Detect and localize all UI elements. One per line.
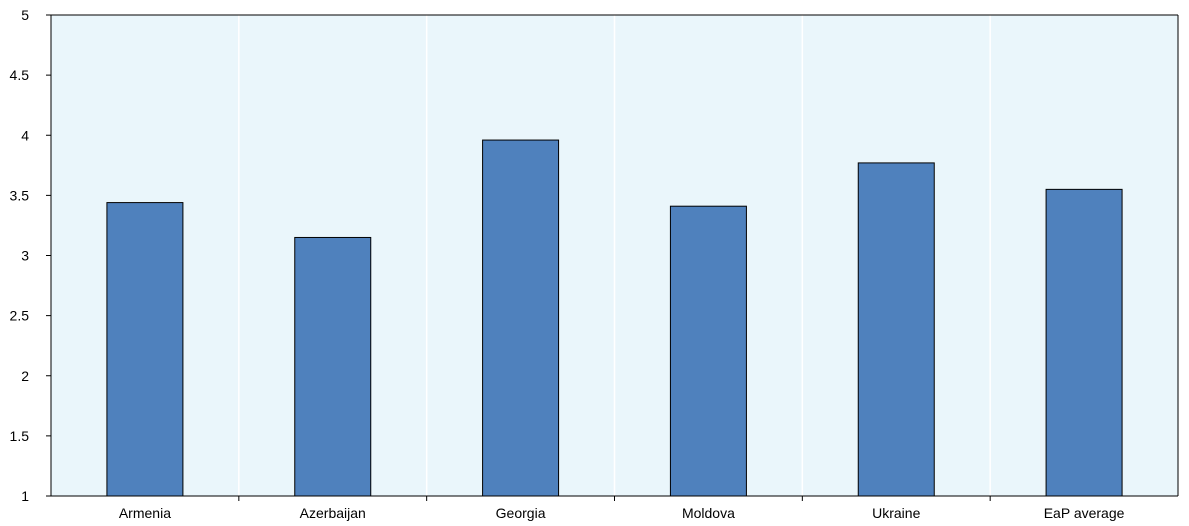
x-tick-label: Ukraine (872, 505, 920, 521)
y-tick-label: 1.5 (10, 428, 30, 444)
x-tick-label: Armenia (119, 505, 171, 521)
x-tick-label: Georgia (496, 505, 546, 521)
x-tick-label: EaP average (1044, 505, 1125, 521)
y-tick-label: 5 (21, 7, 29, 23)
bar-eap-average (1045, 188, 1123, 497)
y-tick-labels: 1 1.5 2 2.5 3 3.5 4 4.5 5 (10, 7, 51, 504)
y-tick-label: 3.5 (10, 187, 30, 203)
y-tick-label: 4.5 (10, 67, 30, 83)
gridlines (238, 15, 991, 496)
y-tick-label: 4 (21, 127, 29, 143)
bar-ukraine (857, 162, 935, 497)
bar-azerbaijan (294, 236, 372, 497)
x-tick-label: Moldova (682, 505, 735, 521)
y-tick-label: 1 (21, 488, 29, 504)
bars (106, 139, 1123, 497)
bar-georgia (482, 139, 560, 497)
bar-armenia (106, 202, 184, 497)
y-tick-label: 2.5 (10, 308, 30, 324)
x-tick-label: Azerbaijan (300, 505, 366, 521)
y-tick-label: 3 (21, 248, 29, 264)
bar-moldova (669, 205, 747, 497)
y-tick-label: 2 (21, 368, 29, 384)
x-tick-labels: Armenia Azerbaijan Georgia Moldova Ukraine Ea… (119, 496, 1125, 521)
